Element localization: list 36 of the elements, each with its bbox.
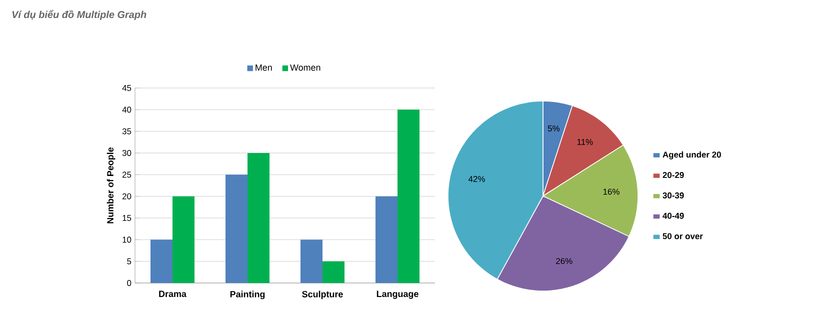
data-label: 11% (577, 138, 593, 145)
y-axis-title: Number of People (106, 147, 116, 224)
y-tick-label: 25 (122, 172, 132, 178)
legend-label: Aged under 20 (662, 151, 721, 160)
x-tick-label: Language (376, 290, 418, 299)
bar (398, 110, 420, 283)
bar (172, 196, 195, 283)
bar (248, 153, 270, 283)
y-tick-label: 45 (122, 85, 132, 91)
bar (150, 240, 173, 283)
bar (300, 240, 323, 283)
bar (226, 174, 248, 283)
y-tick-label: 40 (122, 106, 132, 113)
x-tick-label: Drama (159, 290, 187, 298)
data-label: 26% (556, 258, 572, 264)
y-tick-label: 35 (122, 128, 132, 134)
legend-label: Men (256, 64, 272, 71)
y-tick-label: 30 (122, 150, 132, 156)
y-tick-label: 15 (122, 215, 132, 221)
data-label: 16% (603, 188, 620, 195)
legend-label: Women (290, 64, 320, 71)
y-tick-label: 20 (122, 193, 132, 200)
legend-label: 50 or over (662, 233, 703, 240)
x-tick-label: Painting (230, 290, 265, 300)
y-tick-label: 5 (127, 258, 132, 264)
y-tick-label: 10 (122, 236, 132, 243)
y-tick-label: 0 (127, 280, 132, 286)
data-label: 5% (548, 125, 560, 132)
bar (376, 196, 398, 283)
bar (322, 261, 345, 283)
legend-label: 20-29 (662, 172, 684, 178)
legend-label: 40-49 (662, 212, 684, 219)
data-label: 42% (468, 176, 485, 182)
x-tick-label: Sculpture (302, 290, 343, 300)
chart-title: Ví dụ biểu đồ Multiple Graph (12, 10, 146, 20)
legend-label: 30-39 (662, 192, 684, 198)
